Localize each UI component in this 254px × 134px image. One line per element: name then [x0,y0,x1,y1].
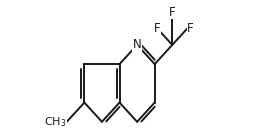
Text: F: F [169,6,176,19]
Text: F: F [187,22,194,35]
Text: F: F [154,22,161,35]
Text: N: N [133,38,141,51]
Text: CH$_3$: CH$_3$ [44,115,67,129]
